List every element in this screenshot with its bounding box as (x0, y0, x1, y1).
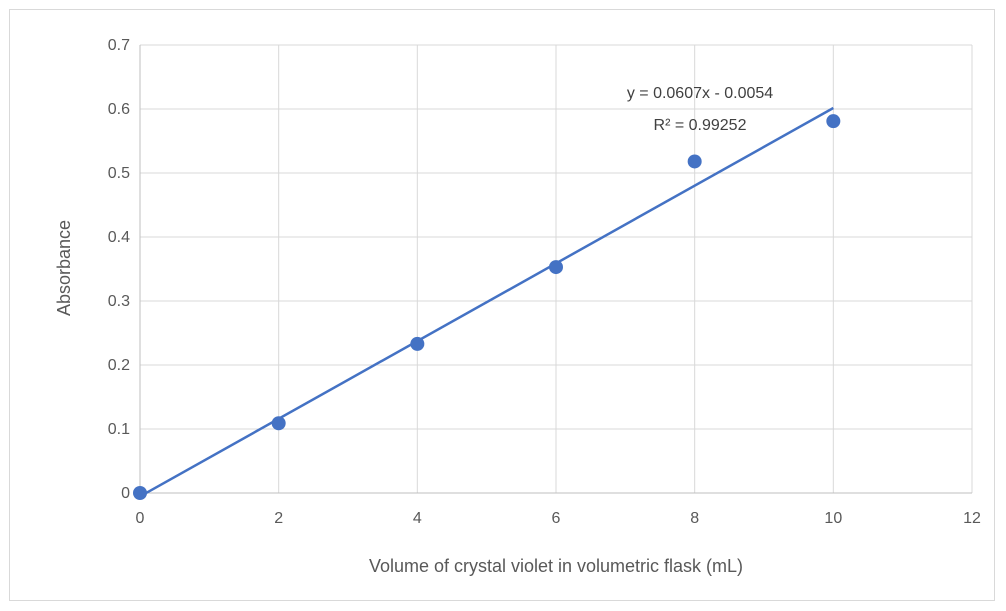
data-point (410, 336, 425, 351)
chart-area (9, 9, 995, 601)
trendline-group (139, 106, 834, 498)
x-tick-label: 12 (963, 510, 981, 527)
x-tick-label: 10 (824, 510, 842, 527)
trendline-equation-label: y = 0.0607x - 0.0054 (627, 85, 773, 102)
data-points (133, 114, 841, 500)
x-tick-label: 8 (690, 510, 699, 527)
axes (139, 45, 972, 494)
y-tick-label: 0.3 (108, 293, 130, 310)
trendline (139, 106, 834, 498)
x-tick-label: 4 (413, 510, 422, 527)
tick-labels: 0 0.1 0.2 0.3 0.4 0.5 0.6 0.7 0 2 4 6 8 10 12 (108, 37, 981, 527)
data-point (271, 416, 286, 431)
data-point (687, 154, 702, 169)
data-point (826, 114, 841, 129)
y-tick-label: 0.7 (108, 37, 130, 54)
y-tick-label: 0.5 (108, 165, 130, 182)
trendline-r2-label: R² = 0.99252 (654, 117, 747, 134)
data-point (549, 260, 563, 275)
x-tick-label: 0 (136, 510, 145, 527)
y-axis-title: Absorbance (54, 220, 74, 316)
y-tick-label: 0.2 (108, 357, 130, 374)
y-tick-label: 0.1 (108, 421, 130, 438)
x-tick-label: 2 (274, 510, 283, 527)
x-tick-label: 6 (552, 510, 561, 527)
x-axis-title: Volume of crystal violet in volumetric f… (369, 556, 743, 576)
y-tick-label: 0.6 (108, 101, 130, 118)
y-tick-label: 0.4 (108, 229, 130, 246)
y-tick-label: 0 (121, 485, 130, 502)
data-point (133, 486, 147, 500)
